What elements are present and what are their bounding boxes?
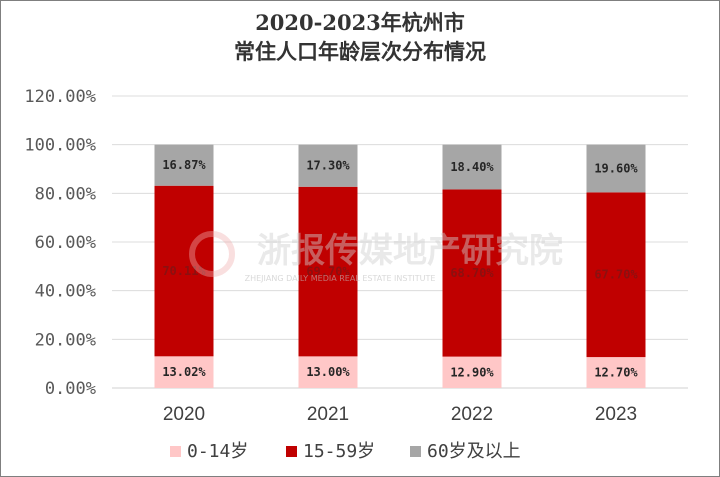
y-tick-label: 60.00% [35,233,96,253]
x-tick-label: 2022 [451,404,493,425]
legend-swatch [286,446,297,457]
y-tick-label: 0.00% [45,379,96,399]
data-label: 18.40% [450,160,494,174]
bar-segment [298,144,358,187]
data-label: 12.70% [594,366,638,380]
y-tick-label: 120.00% [24,87,96,107]
bar-segment [298,186,358,357]
legend-label: 0-14岁 [187,441,248,462]
y-tick-label: 100.00% [24,136,96,156]
title-line: 常住人口年龄层次分布情况 [234,39,486,64]
bar-segment [586,192,646,358]
data-label: 68.70% [450,266,494,280]
data-labels: 13.02% 70.11% 16.87% 13.00% 69.70% 17.30% 12.9… [162,158,638,379]
legend-item: 15-59岁 [286,441,375,462]
y-axis-ticks: 0.00% 20.00% 40.00% 60.00% 80.00% 100.00% 120.… [24,87,96,399]
bars [154,144,646,388]
y-tick-label: 80.00% [35,184,96,204]
bar-segment [586,357,646,388]
bar-segment [298,356,358,388]
legend-item: 0-14岁 [170,441,248,462]
bar-segment [154,356,214,388]
watermark: 浙报传媒地产研究院 ZHEJIANG DAILY MEDIA REAL ESTAT… [189,231,563,283]
x-tick-label: 2020 [163,404,205,425]
x-tick-label: 2023 [595,404,637,425]
data-label: 67.70% [594,268,638,282]
data-label: 69.70% [306,265,350,279]
watermark-subtext: ZHEJIANG DAILY MEDIA REAL ESTATE INSTITU… [245,274,436,283]
x-tick-label: 2021 [307,404,349,425]
bar-segment [154,185,214,357]
y-tick-label: 20.00% [35,330,96,350]
bar-segment [442,356,502,388]
bar-segment [442,189,502,357]
legend-item: 60岁及以上 [410,441,521,462]
legend: 0-14岁 15-59岁 60岁及以上 [170,441,521,462]
data-label: 12.90% [450,365,494,379]
legend-label: 15-59岁 [303,441,375,462]
data-label: 19.60% [594,162,638,176]
data-label: 17.30% [306,159,350,173]
watermark-logo [189,231,235,277]
x-axis-ticks: 2020 2021 2022 2023 [163,404,637,425]
bar-segment [586,144,646,193]
data-label: 13.00% [306,365,350,379]
bar-segment [154,144,214,186]
y-tick-label: 40.00% [35,282,96,302]
title-line: 2020-2023年杭州市 [255,10,465,35]
legend-swatch [170,446,181,457]
data-label: 13.02% [162,365,206,379]
bar-segment [442,144,502,190]
legend-swatch [410,446,421,457]
legend-label: 60岁及以上 [427,441,521,462]
data-label: 16.87% [162,158,206,172]
data-label: 70.11% [162,264,206,278]
watermark-text: 浙报传媒地产研究院 [257,231,563,271]
